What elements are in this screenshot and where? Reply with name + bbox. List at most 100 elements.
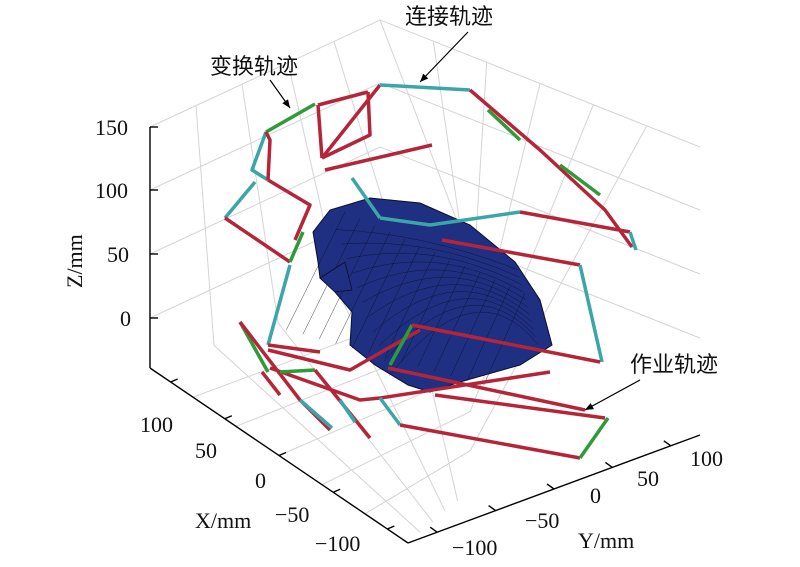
x-tick-label: 50 [195, 438, 217, 463]
surface-mesh-line [434, 272, 481, 372]
surface-mesh-line [378, 298, 534, 347]
connection-path-segment [578, 264, 604, 363]
surface-mesh-line [417, 265, 466, 367]
work-path-segment [379, 370, 551, 400]
work-path-segment [321, 91, 372, 160]
grid-line [364, 450, 471, 515]
surface-mesh-line [356, 269, 526, 300]
y-tick-label: 50 [637, 466, 659, 491]
surface-mesh-line [483, 293, 526, 386]
connection-path-segment [338, 399, 357, 423]
connection-path-segment [250, 131, 269, 182]
surface-mesh-line [335, 229, 518, 270]
y-tick-mark [604, 461, 613, 468]
workpiece-surface [286, 197, 553, 393]
surface-mesh-line [362, 277, 528, 308]
work-path-segment [264, 131, 272, 181]
work-path-segment [316, 104, 324, 159]
annotation-work-path: 作业轨迹 [630, 353, 718, 378]
work-path-segment [434, 393, 606, 420]
annotation-arrow [584, 379, 641, 411]
grid-line [149, 19, 701, 148]
surface-mesh-line [450, 279, 496, 377]
work-path-segment [267, 178, 312, 241]
surface-mesh-line [401, 259, 451, 363]
axes-box [149, 126, 701, 544]
work-path-segment [317, 90, 369, 107]
annotation-arrowhead [585, 402, 594, 410]
surface-mesh-line [286, 211, 346, 330]
work-path-segment [260, 370, 282, 397]
grid-line [379, 19, 471, 256]
y-tick-mark [429, 526, 438, 533]
z-axis-label: Z/mm [62, 234, 87, 288]
work-path-segment [519, 210, 631, 234]
transition-path-segment [486, 108, 522, 142]
transition-path-segment [279, 368, 316, 374]
grid-line [241, 84, 279, 323]
transition-path-segment [265, 102, 316, 134]
work-path-segment [411, 323, 601, 364]
y-tick-label: 0 [590, 483, 601, 508]
y-tick-label: −50 [525, 508, 559, 533]
surface-mesh-line [346, 252, 522, 285]
annotation-connection-path: 连接轨迹 [405, 5, 493, 30]
connection-path-segment [379, 210, 521, 227]
trajectory-paths [223, 83, 638, 460]
x-tick-label: −100 [315, 531, 360, 556]
grid-line [149, 82, 701, 211]
work-path-segment [267, 328, 421, 372]
y-tick-mark [546, 483, 555, 490]
surface-body [312, 197, 553, 393]
annotation-arrowhead [420, 73, 429, 82]
annotation-arrows [269, 31, 641, 411]
x-tick-label: 0 [255, 468, 266, 493]
surface-mesh-line [373, 291, 532, 332]
connection-path-segment [223, 180, 257, 220]
surface-mesh-line [340, 242, 520, 278]
x-tick-mark [170, 378, 178, 383]
connection-path-segment [266, 264, 292, 346]
work-path-segment [269, 366, 381, 402]
y-axis-label: Y/mm [578, 528, 634, 553]
annotation-arrowhead [282, 99, 290, 108]
y-tick-mark [488, 505, 497, 512]
grid-line [321, 411, 471, 486]
annotation-arrow [419, 31, 469, 83]
work-path-segment [441, 238, 581, 267]
x-tick-mark [387, 525, 395, 530]
transition-path-segment [578, 416, 610, 460]
surface-mesh-line [389, 311, 539, 376]
x-tick-label: −50 [275, 502, 309, 527]
work-path-segment [324, 143, 433, 172]
y-tick-label: 100 [690, 446, 723, 471]
transition-path-segment [288, 231, 305, 263]
work-path-segment [399, 423, 581, 460]
x-tick-mark [278, 451, 287, 457]
z-tick-label: 100 [95, 178, 128, 203]
surface-notch [319, 261, 353, 293]
surface-mesh-line [335, 232, 391, 344]
x-tick-label: 100 [140, 412, 173, 437]
transition-path-segment [388, 324, 414, 366]
surface-mesh-line [351, 238, 406, 349]
connection-path-segment [628, 231, 638, 251]
y-tick-mark [663, 440, 672, 447]
surface-mesh-line [368, 245, 421, 353]
grid-line [195, 105, 215, 346]
z-tick-label: 0 [120, 306, 131, 331]
surface-mesh-line [466, 286, 511, 381]
connection-path-segment [379, 83, 471, 92]
connection-path-segment [350, 176, 382, 220]
x-tick-mark [224, 415, 233, 420]
surface-mesh-line [384, 252, 436, 358]
connection-path-segment [378, 396, 402, 427]
work-path-segment [267, 343, 321, 354]
x-tick-mark [332, 488, 341, 493]
z-tick-label: 50 [107, 242, 129, 267]
grid-line [469, 125, 648, 452]
annotation-transition-path: 变换轨迹 [210, 55, 298, 80]
transition-path-segment [558, 163, 602, 197]
work-path-segment [320, 83, 382, 160]
